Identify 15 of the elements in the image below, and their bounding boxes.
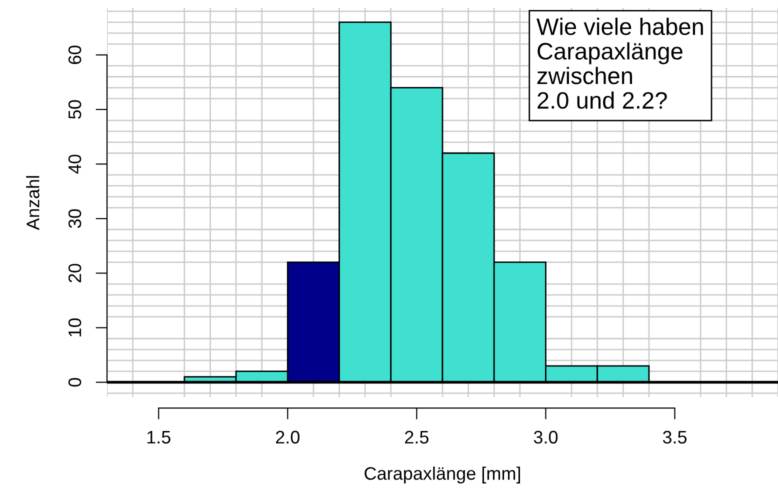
x-axis-title: Carapaxlänge [mm] — [364, 466, 520, 484]
x-tick-label: 3.0 — [534, 430, 558, 444]
y-tick-label: 40 — [68, 154, 82, 174]
y-axis-title: Anzahl — [26, 176, 40, 230]
y-tick-label: 30 — [68, 209, 82, 228]
y-tick-label: 20 — [68, 264, 82, 282]
y-tick-label: 10 — [68, 318, 82, 336]
x-tick-label: 2.5 — [405, 430, 428, 444]
x-tick-label: 1.5 — [147, 430, 170, 444]
y-tick-label: 60 — [68, 46, 82, 64]
y-tick-label: 0 — [68, 378, 82, 387]
x-tick-label: 2.0 — [276, 430, 300, 444]
annotation: Wie viele haben Carapaxlänge zwischen 2.0 und 2.2? — [536, 18, 703, 109]
y-tick-label: 50 — [68, 100, 82, 119]
x-tick-label: 3.5 — [662, 430, 687, 444]
